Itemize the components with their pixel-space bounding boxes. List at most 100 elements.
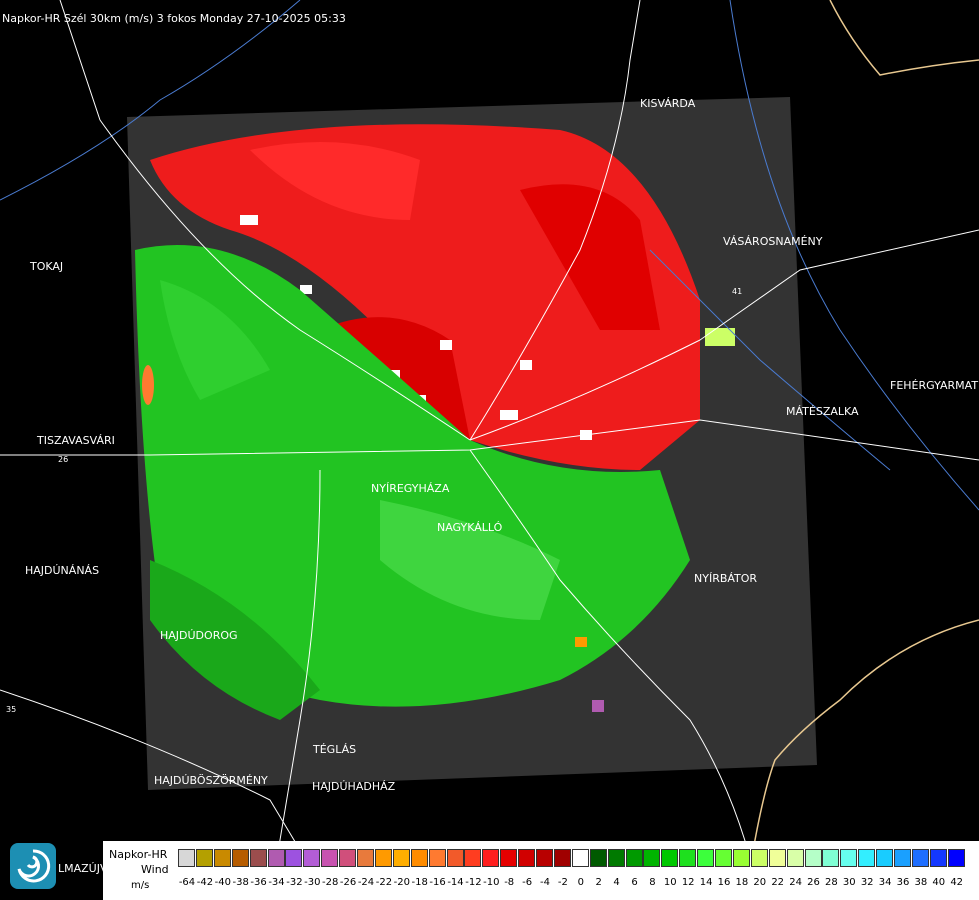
legend-swatch bbox=[195, 849, 213, 867]
legend-swatch bbox=[625, 849, 643, 867]
legend-swatch bbox=[661, 849, 679, 867]
place-label: NYÍRBÁTOR bbox=[694, 572, 757, 585]
legend-swatch bbox=[947, 849, 965, 867]
legend-tick-label: 28 bbox=[825, 877, 838, 888]
legend-swatch bbox=[929, 849, 947, 867]
legend-tick-label: 42 bbox=[950, 877, 964, 888]
legend-tick-label: 24 bbox=[789, 877, 802, 888]
legend-tick-label: -14 bbox=[447, 877, 464, 888]
legend-tick-label: 22 bbox=[771, 877, 785, 888]
place-label: NYÍREGYHÁZA bbox=[371, 482, 450, 495]
legend-tick-label: -32 bbox=[286, 877, 303, 888]
road-numbers: 26 41 35 bbox=[6, 287, 742, 714]
legend-tick-label: 40 bbox=[932, 877, 946, 888]
legend-swatch bbox=[392, 849, 410, 867]
legend-tick-label: -16 bbox=[429, 877, 446, 888]
legend-swatch bbox=[607, 849, 625, 867]
legend-swatch bbox=[894, 849, 911, 867]
place-label: KISVÁRDA bbox=[640, 97, 696, 110]
legend-swatch bbox=[339, 849, 357, 867]
map-title: Napkor-HR Szél 30km (m/s) 3 fokos Monday… bbox=[2, 12, 346, 25]
legend-tick-label: 18 bbox=[735, 877, 749, 888]
legend-tick-label: 36 bbox=[896, 877, 910, 888]
legend-swatch bbox=[715, 849, 732, 867]
legend-tick-label: -10 bbox=[483, 877, 500, 888]
place-label: TOKAJ bbox=[29, 260, 63, 273]
place-label: FEHÉRGYARMAT bbox=[890, 379, 978, 392]
legend-swatch bbox=[500, 849, 518, 867]
legend-tick-label: -2 bbox=[557, 877, 568, 888]
legend-swatch bbox=[482, 849, 500, 867]
legend-tick-label: -38 bbox=[232, 877, 249, 888]
legend-tick-label: 26 bbox=[807, 877, 820, 888]
legend-swatch bbox=[428, 849, 446, 867]
place-label: VÁSÁROSNAMÉNY bbox=[723, 235, 823, 248]
legend-swatch bbox=[267, 849, 285, 867]
legend-tick-label: -34 bbox=[268, 877, 285, 888]
legend-swatch bbox=[410, 849, 428, 867]
legend-tick-label: -8 bbox=[504, 877, 515, 888]
legend-tick-label: 12 bbox=[681, 877, 695, 888]
legend-swatch bbox=[786, 849, 804, 867]
legend-tick-label: -36 bbox=[250, 877, 267, 888]
place-labels: KISVÁRDA TOKAJ VÁSÁROSNAMÉNY FEHÉRGYARMA… bbox=[25, 97, 978, 793]
swirl-icon bbox=[17, 849, 51, 883]
place-label: TISZAVASVÁRI bbox=[36, 434, 115, 447]
legend-unit: m/s bbox=[131, 880, 150, 891]
legend-tick-label: -42 bbox=[196, 877, 214, 888]
legend-tick-label: -18 bbox=[411, 877, 428, 888]
place-label: HAJDÚDOROG bbox=[160, 629, 238, 642]
legend-tick-label: -6 bbox=[522, 877, 533, 888]
legend-tick-label: -24 bbox=[357, 877, 375, 888]
legend-swatch bbox=[804, 849, 822, 867]
radar-echo-orange-small bbox=[575, 637, 587, 647]
legend-swatch bbox=[553, 849, 571, 867]
legend-swatch bbox=[822, 849, 840, 867]
legend-tick-label: 10 bbox=[663, 877, 677, 888]
legend-swatch bbox=[518, 849, 536, 867]
place-label: NAGYKÁLLÓ bbox=[437, 521, 503, 534]
legend-tick-label: 0 bbox=[577, 877, 584, 888]
legend-swatch bbox=[178, 849, 195, 867]
place-label: HAJDÚHADHÁZ bbox=[312, 780, 396, 793]
road-number: 35 bbox=[6, 705, 16, 714]
road-number: 26 bbox=[58, 455, 68, 464]
legend-swatch bbox=[446, 849, 464, 867]
legend-swatch bbox=[858, 849, 876, 867]
legend-swatch bbox=[374, 849, 392, 867]
legend-swatch bbox=[768, 849, 786, 867]
legend-tick-label: -26 bbox=[339, 877, 357, 888]
country-border bbox=[744, 0, 979, 900]
legend-swatch bbox=[589, 849, 607, 867]
place-label: HAJDÚBÖSZÖRMÉNY bbox=[154, 774, 268, 787]
legend-swatch bbox=[536, 849, 553, 867]
color-legend: Napkor-HR Wind m/s -64 -42 -40 -38 -36 -34 -32… bbox=[103, 841, 979, 900]
radar-echo-green bbox=[135, 245, 690, 720]
legend-swatch bbox=[303, 849, 321, 867]
road-number: 41 bbox=[732, 287, 742, 296]
radar-echo-yellowgreen bbox=[705, 328, 735, 346]
legend-tick-label: 4 bbox=[613, 877, 620, 888]
legend-tick-label: -30 bbox=[304, 877, 321, 888]
logo-icon bbox=[10, 843, 56, 889]
legend-tick-label: -28 bbox=[322, 877, 339, 888]
legend-swatch bbox=[750, 849, 768, 867]
legend-swatch bbox=[840, 849, 858, 867]
legend-swatch bbox=[213, 849, 231, 867]
legend-tick-label: 16 bbox=[717, 877, 731, 888]
legend-swatch bbox=[697, 849, 715, 867]
legend-tick-label: 34 bbox=[878, 877, 892, 888]
legend-swatch bbox=[732, 849, 750, 867]
legend-tick-label: 2 bbox=[595, 877, 602, 888]
legend-tick-label: 6 bbox=[631, 877, 638, 888]
legend-product: Napkor-HR bbox=[109, 848, 168, 861]
legend-swatch bbox=[249, 849, 267, 867]
place-label: TÉGLÁS bbox=[312, 743, 356, 756]
legend-tick-label: -40 bbox=[214, 877, 231, 888]
legend-tick-label: -22 bbox=[375, 877, 393, 888]
legend-tick-label: 20 bbox=[753, 877, 767, 888]
legend-swatch bbox=[285, 849, 303, 867]
legend-swatch bbox=[643, 849, 661, 867]
legend-tick-label: -12 bbox=[465, 877, 482, 888]
